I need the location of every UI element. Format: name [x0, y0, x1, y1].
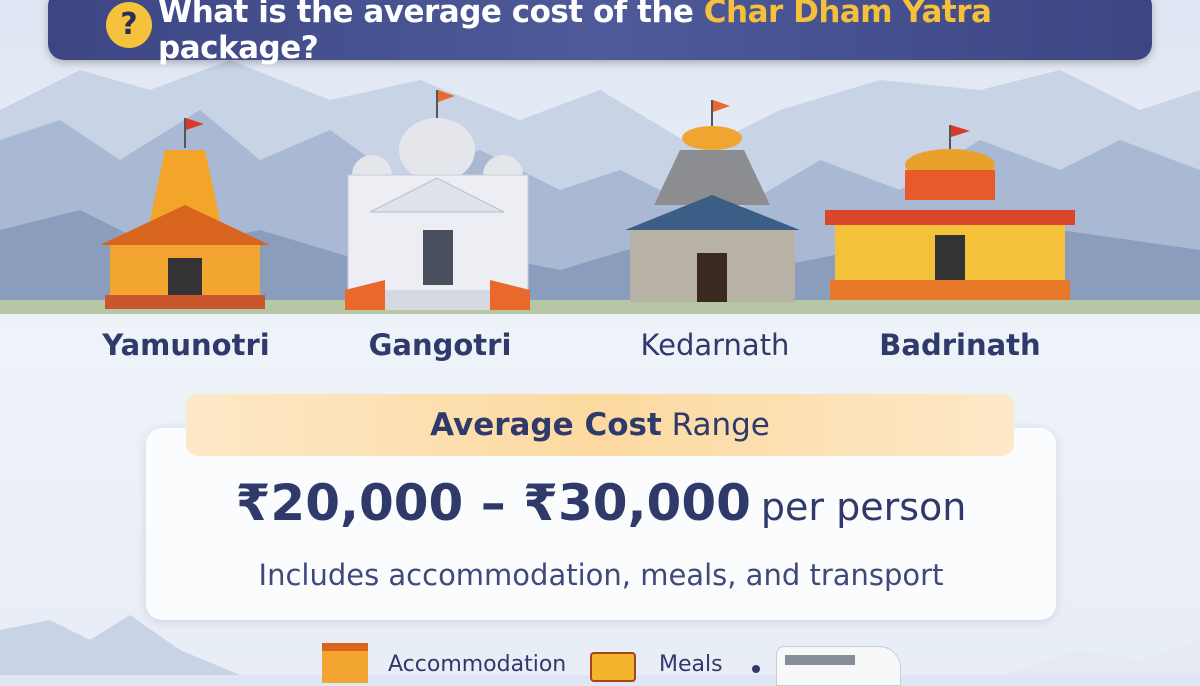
- temple-illustrations: [100, 90, 1075, 310]
- temple-name-gangotri: Gangotri: [368, 328, 512, 362]
- temple-name-badrinath: Badrinath: [879, 328, 1041, 362]
- badrinath-temple-icon: [825, 125, 1075, 300]
- includes-text: Includes accommodation, meals, and trans…: [258, 558, 944, 592]
- feature-meals: Meals: [659, 652, 723, 677]
- kedarnath-temple-icon: [625, 100, 800, 302]
- page-title: What is the average cost of the Char Dha…: [158, 0, 1152, 66]
- meal-box-icon: [590, 652, 636, 682]
- temple-name-kedarnath: Kedarnath: [640, 328, 790, 362]
- yamunotri-temple-icon: [100, 118, 270, 309]
- gangotri-temple-icon: [345, 90, 530, 310]
- feature-accommodation: Accommodation: [388, 652, 567, 677]
- question-banner: ? What is the average cost of the Char D…: [48, 0, 1152, 66]
- title-highlight: Char Dham Yatra: [703, 0, 992, 30]
- bullet-icon: [752, 665, 760, 673]
- price-amount: ₹20,000 – ₹30,000: [235, 474, 751, 532]
- van-icon: [776, 646, 901, 686]
- cost-card: [146, 428, 1056, 620]
- cost-label: Average Cost Range: [186, 394, 1014, 456]
- hotel-icon: [322, 643, 368, 683]
- question-icon: ?: [106, 2, 152, 48]
- temple-name-yamunotri: Yamunotri: [102, 328, 270, 362]
- price-range: ₹20,000 – ₹30,000 per person: [146, 474, 1056, 532]
- price-unit: per person: [760, 485, 967, 529]
